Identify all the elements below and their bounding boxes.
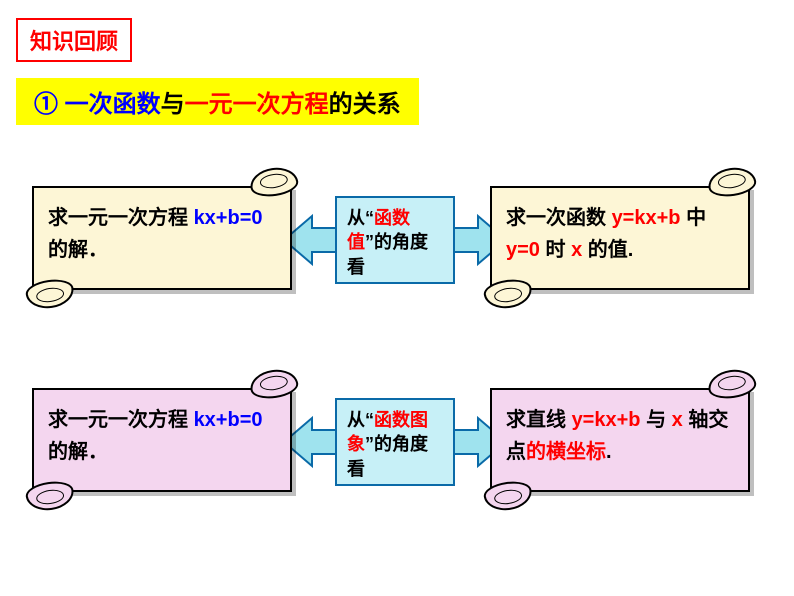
scroll-curl-icon — [248, 165, 299, 199]
relation-row-1: 求一元一次方程 kx+b=0 的解． 从“函数值”的角度看 求一次函数 y=kx… — [0, 178, 794, 318]
scroll-curl-icon — [248, 367, 299, 401]
center-box-2: 从“函数图象”的角度看 — [335, 398, 455, 486]
left-scroll-1: 求一元一次方程 kx+b=0 的解． — [32, 178, 292, 298]
left-scroll-1-body: 求一元一次方程 kx+b=0 的解． — [32, 186, 292, 290]
scroll-curl-icon — [706, 367, 757, 401]
review-badge-text: 知识回顾 — [30, 29, 118, 54]
left-scroll-2: 求一元一次方程 kx+b=0 的解． — [32, 380, 292, 500]
right-scroll-2: 求直线 y=kx+b 与 x 轴交点的横坐标. — [490, 380, 750, 500]
right-scroll-2-body: 求直线 y=kx+b 与 x 轴交点的横坐标. — [490, 388, 750, 492]
title-banner: ① 一次函数与一元一次方程的关系 — [16, 78, 419, 125]
relation-row-2: 求一元一次方程 kx+b=0 的解． 从“函数图象”的角度看 求直线 y=kx+… — [0, 380, 794, 520]
left-scroll-2-body: 求一元一次方程 kx+b=0 的解． — [32, 388, 292, 492]
center-box-1: 从“函数值”的角度看 — [335, 196, 455, 284]
right-scroll-1-body: 求一次函数 y=kx+b 中 y=0 时 x 的值. — [490, 186, 750, 290]
review-badge: 知识回顾 — [16, 18, 132, 62]
scroll-curl-icon — [706, 165, 757, 199]
right-scroll-1: 求一次函数 y=kx+b 中 y=0 时 x 的值. — [490, 178, 750, 298]
